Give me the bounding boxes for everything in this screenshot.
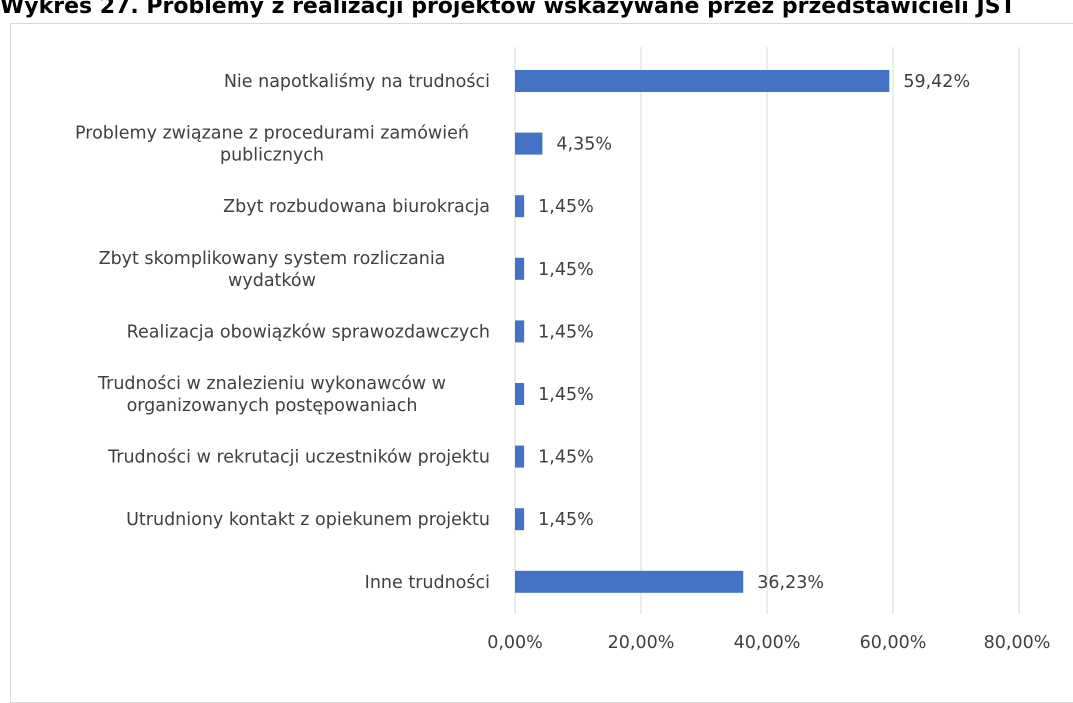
x-tick-label: 60,00% [860, 633, 927, 653]
category-label: Utrudniony kontakt z opiekunem projektu [126, 510, 490, 530]
bar [515, 508, 525, 531]
data-label: 1,45% [538, 260, 594, 280]
category-label: Inne trudności [365, 573, 490, 593]
bar [515, 445, 525, 468]
bar [515, 570, 744, 593]
data-label: 1,45% [538, 197, 594, 217]
bar [515, 132, 543, 155]
x-tick-label: 40,00% [734, 633, 801, 653]
category-label: organizowanych postępowaniach [127, 396, 418, 416]
category-label: Trudności w rekrutacji uczestników proje… [107, 448, 490, 468]
x-tick-label: 20,00% [608, 633, 675, 653]
x-axis-ticks: 0,00% 20,00% 40,00% 60,00% 80,00% [487, 633, 1050, 653]
category-label: wydatków [228, 271, 316, 291]
bars [515, 70, 890, 593]
data-label: 36,23% [757, 573, 824, 593]
data-label: 1,45% [538, 322, 594, 342]
data-label: 59,42% [903, 72, 970, 92]
category-label: Nie napotkaliśmy na trudności [224, 72, 490, 92]
category-label: Trudności w znalezieniu wykonawców w [97, 374, 446, 394]
category-label: Realizacja obowiązków sprawozdawczych [127, 322, 490, 342]
bar [515, 320, 525, 343]
category-label: Problemy związane z procedurami zamówień [75, 124, 469, 144]
bar [515, 383, 525, 405]
data-label: 1,45% [538, 385, 594, 405]
x-tick-label: 0,00% [487, 633, 543, 653]
chart-title: Wykres 27. Problemy z realizacji projekt… [0, 0, 1016, 19]
data-labels: 59,42% 4,35% 1,45% 1,45% 1,45% 1,45% 1,45% 1,45… [538, 72, 970, 593]
x-tick-label: 80,00% [984, 633, 1051, 653]
category-label: Zbyt rozbudowana biurokracja [223, 197, 490, 217]
category-label: Zbyt skomplikowany system rozliczania [99, 249, 446, 269]
bar-chart: Nie napotkaliśmy na trudności Problemy zw… [75, 47, 1050, 653]
category-label: publicznych [220, 146, 324, 166]
data-label: 1,45% [538, 510, 594, 530]
bar [515, 195, 525, 218]
category-labels: Nie napotkaliśmy na trudności Problemy zw… [75, 72, 490, 593]
bar [515, 70, 890, 92]
data-label: 1,45% [538, 448, 594, 468]
bar [515, 257, 525, 280]
data-label: 4,35% [556, 135, 612, 155]
